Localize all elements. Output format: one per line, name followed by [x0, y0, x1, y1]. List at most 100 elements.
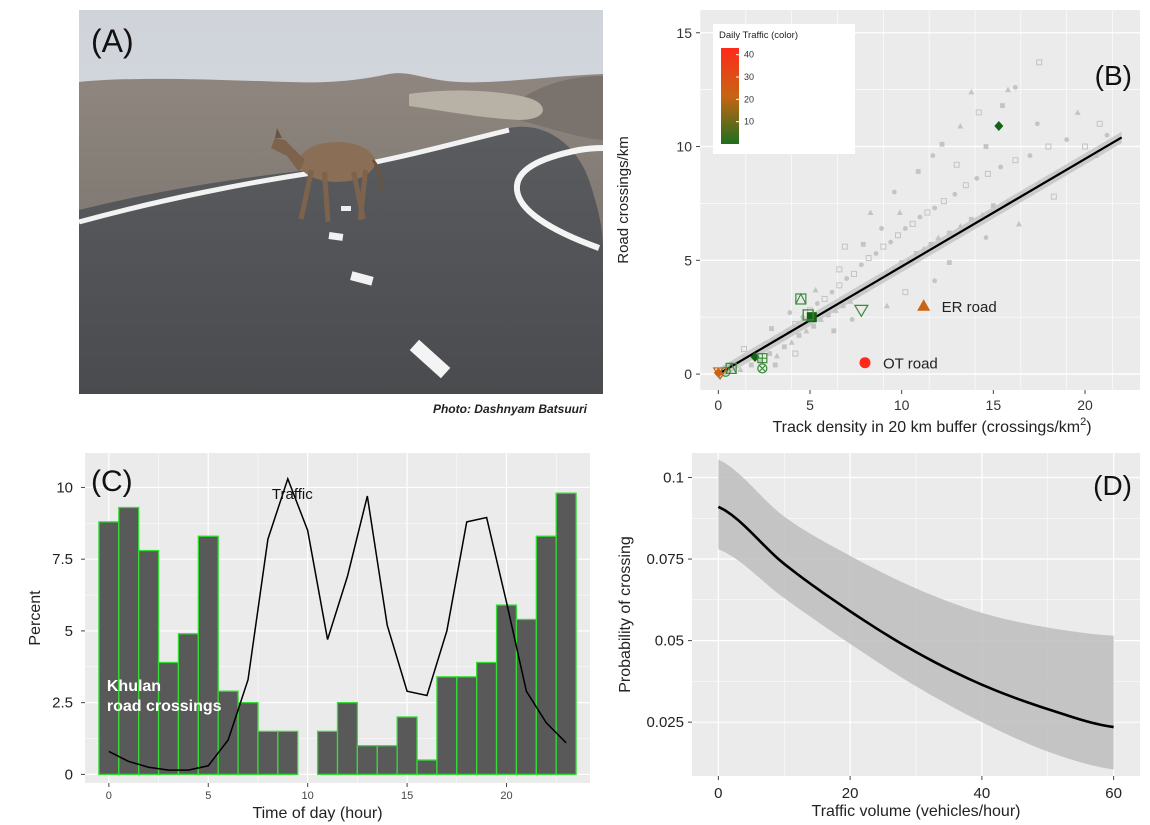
x-axis-title: Traffic volume (vehicles/hour): [812, 803, 1021, 820]
grey-point: [932, 206, 937, 211]
x-tick-label: 10: [894, 397, 910, 413]
grey-point: [850, 317, 855, 322]
panel-d-label: (D): [1093, 470, 1132, 501]
y-tick-label: 5: [65, 623, 73, 640]
highlight-point: [807, 312, 817, 322]
legend-tick-label: 20: [744, 94, 754, 104]
grey-point: [861, 242, 866, 247]
photo-credit: Photo: Dashnyam Batsuuri: [79, 402, 587, 416]
crossing-bar: [318, 731, 338, 774]
grey-point: [888, 240, 893, 245]
x-tick-label: 15: [986, 397, 1002, 413]
highlight-point: [860, 357, 871, 368]
legend-tick-label: 10: [744, 117, 754, 127]
grey-point: [930, 153, 935, 158]
grey-point: [815, 301, 820, 306]
panel-b-label: (B): [1095, 60, 1132, 91]
x-tick-label: 40: [974, 785, 991, 802]
crossing-bar: [99, 522, 119, 775]
y-tick-label: 7.5: [52, 551, 73, 568]
grey-point: [841, 303, 846, 308]
y-tick-label: 5: [684, 252, 692, 268]
panel-c-label: (C): [91, 465, 133, 498]
grey-point: [947, 231, 952, 236]
y-tick-label: 0.025: [646, 714, 684, 731]
y-tick-label: 0.1: [663, 469, 684, 486]
grey-point: [974, 176, 979, 181]
crossing-bar: [457, 677, 477, 775]
legend-tick-label: 30: [744, 72, 754, 82]
grey-point: [984, 235, 989, 240]
x-axis-title: Time of day (hour): [252, 805, 382, 822]
x-tick-label: 20: [500, 790, 512, 802]
crossing-bar: [238, 703, 258, 775]
grey-point: [879, 226, 884, 231]
crossings-series-label-line1: Khulan: [107, 678, 161, 695]
grey-point: [984, 144, 989, 149]
road-photo: (A): [79, 10, 603, 394]
probability-panel: 0 20 40 60 0.025 0.05 0.075 0.1 (D) Probability…: [612, 445, 1150, 825]
grey-point: [874, 251, 879, 256]
x-tick-label: 60: [1105, 785, 1122, 802]
hourly-panel: 0 5 10 15 20 0 2.5 5 7.5 10 (C) Traffic Khulan ro…: [0, 445, 600, 825]
grey-point: [998, 165, 1003, 170]
grey-point: [903, 226, 908, 231]
crossing-bar: [516, 619, 536, 774]
point-label: ER road: [942, 299, 997, 316]
point-label: OT road: [883, 356, 938, 373]
crossing-bar: [556, 493, 576, 774]
grey-point: [773, 363, 778, 368]
x-tick-label: 20: [842, 785, 859, 802]
grey-point: [947, 260, 952, 265]
x-tick-label: 20: [1077, 397, 1093, 413]
grey-point: [797, 333, 802, 338]
y-tick-label: 10: [56, 479, 73, 496]
traffic-series-label: Traffic: [272, 486, 313, 503]
x-tick-label: 5: [205, 790, 211, 802]
y-tick-label: 15: [676, 25, 692, 41]
legend-colorbar: [721, 48, 739, 144]
scatter-panel: OT road ER road 0 5 10 15 20 0 5 10 15 Daily Traf…: [612, 0, 1150, 445]
panel-a-label: (A): [91, 23, 134, 59]
grey-point: [782, 344, 787, 349]
y-tick-label: 0: [65, 766, 73, 783]
y-tick-label: 0: [684, 366, 692, 382]
x-axis-title-end: ): [1086, 419, 1091, 436]
grey-point: [830, 290, 835, 295]
grey-point: [1064, 137, 1069, 142]
grey-point: [932, 278, 937, 283]
grey-point: [1035, 121, 1040, 126]
y-axis-title: Probability of crossing: [617, 536, 634, 693]
grey-point: [811, 324, 816, 329]
color-legend: Daily Traffic (color)40302010: [713, 24, 855, 154]
grey-point: [969, 217, 974, 222]
y-tick-label: 0.05: [655, 633, 684, 650]
crossing-bar: [417, 760, 437, 774]
photo-panel: (A): [79, 10, 603, 394]
grey-point: [914, 251, 919, 256]
grey-point: [940, 142, 945, 147]
crossing-bar: [536, 536, 556, 774]
hourly-chart: 0 5 10 15 20 0 2.5 5 7.5 10 (C) Traffic Khulan ro…: [0, 445, 600, 825]
grey-point: [929, 242, 934, 247]
crossings-series-label-line2: road crossings: [107, 698, 222, 715]
crossing-bar: [139, 551, 159, 775]
grey-point: [859, 262, 864, 267]
x-tick-label: 15: [401, 790, 413, 802]
scatter-chart: OT road ER road 0 5 10 15 20 0 5 10 15 Daily Traf…: [612, 0, 1150, 445]
x-tick-label: 0: [714, 785, 722, 802]
y-tick-label: 2.5: [52, 695, 73, 712]
crossing-bar: [278, 731, 298, 774]
grey-point: [844, 276, 849, 281]
grey-point: [826, 313, 831, 318]
crossing-bar: [258, 731, 278, 774]
grey-point: [1105, 133, 1110, 138]
grey-point: [787, 310, 792, 315]
y-axis-title: Road crossings/km: [615, 136, 632, 264]
crossing-bar: [159, 662, 179, 774]
x-tick-label: 5: [806, 397, 814, 413]
grey-point: [831, 328, 836, 333]
crossing-bar: [437, 677, 457, 775]
legend-title: Daily Traffic (color): [719, 30, 798, 41]
grey-point: [916, 169, 921, 174]
